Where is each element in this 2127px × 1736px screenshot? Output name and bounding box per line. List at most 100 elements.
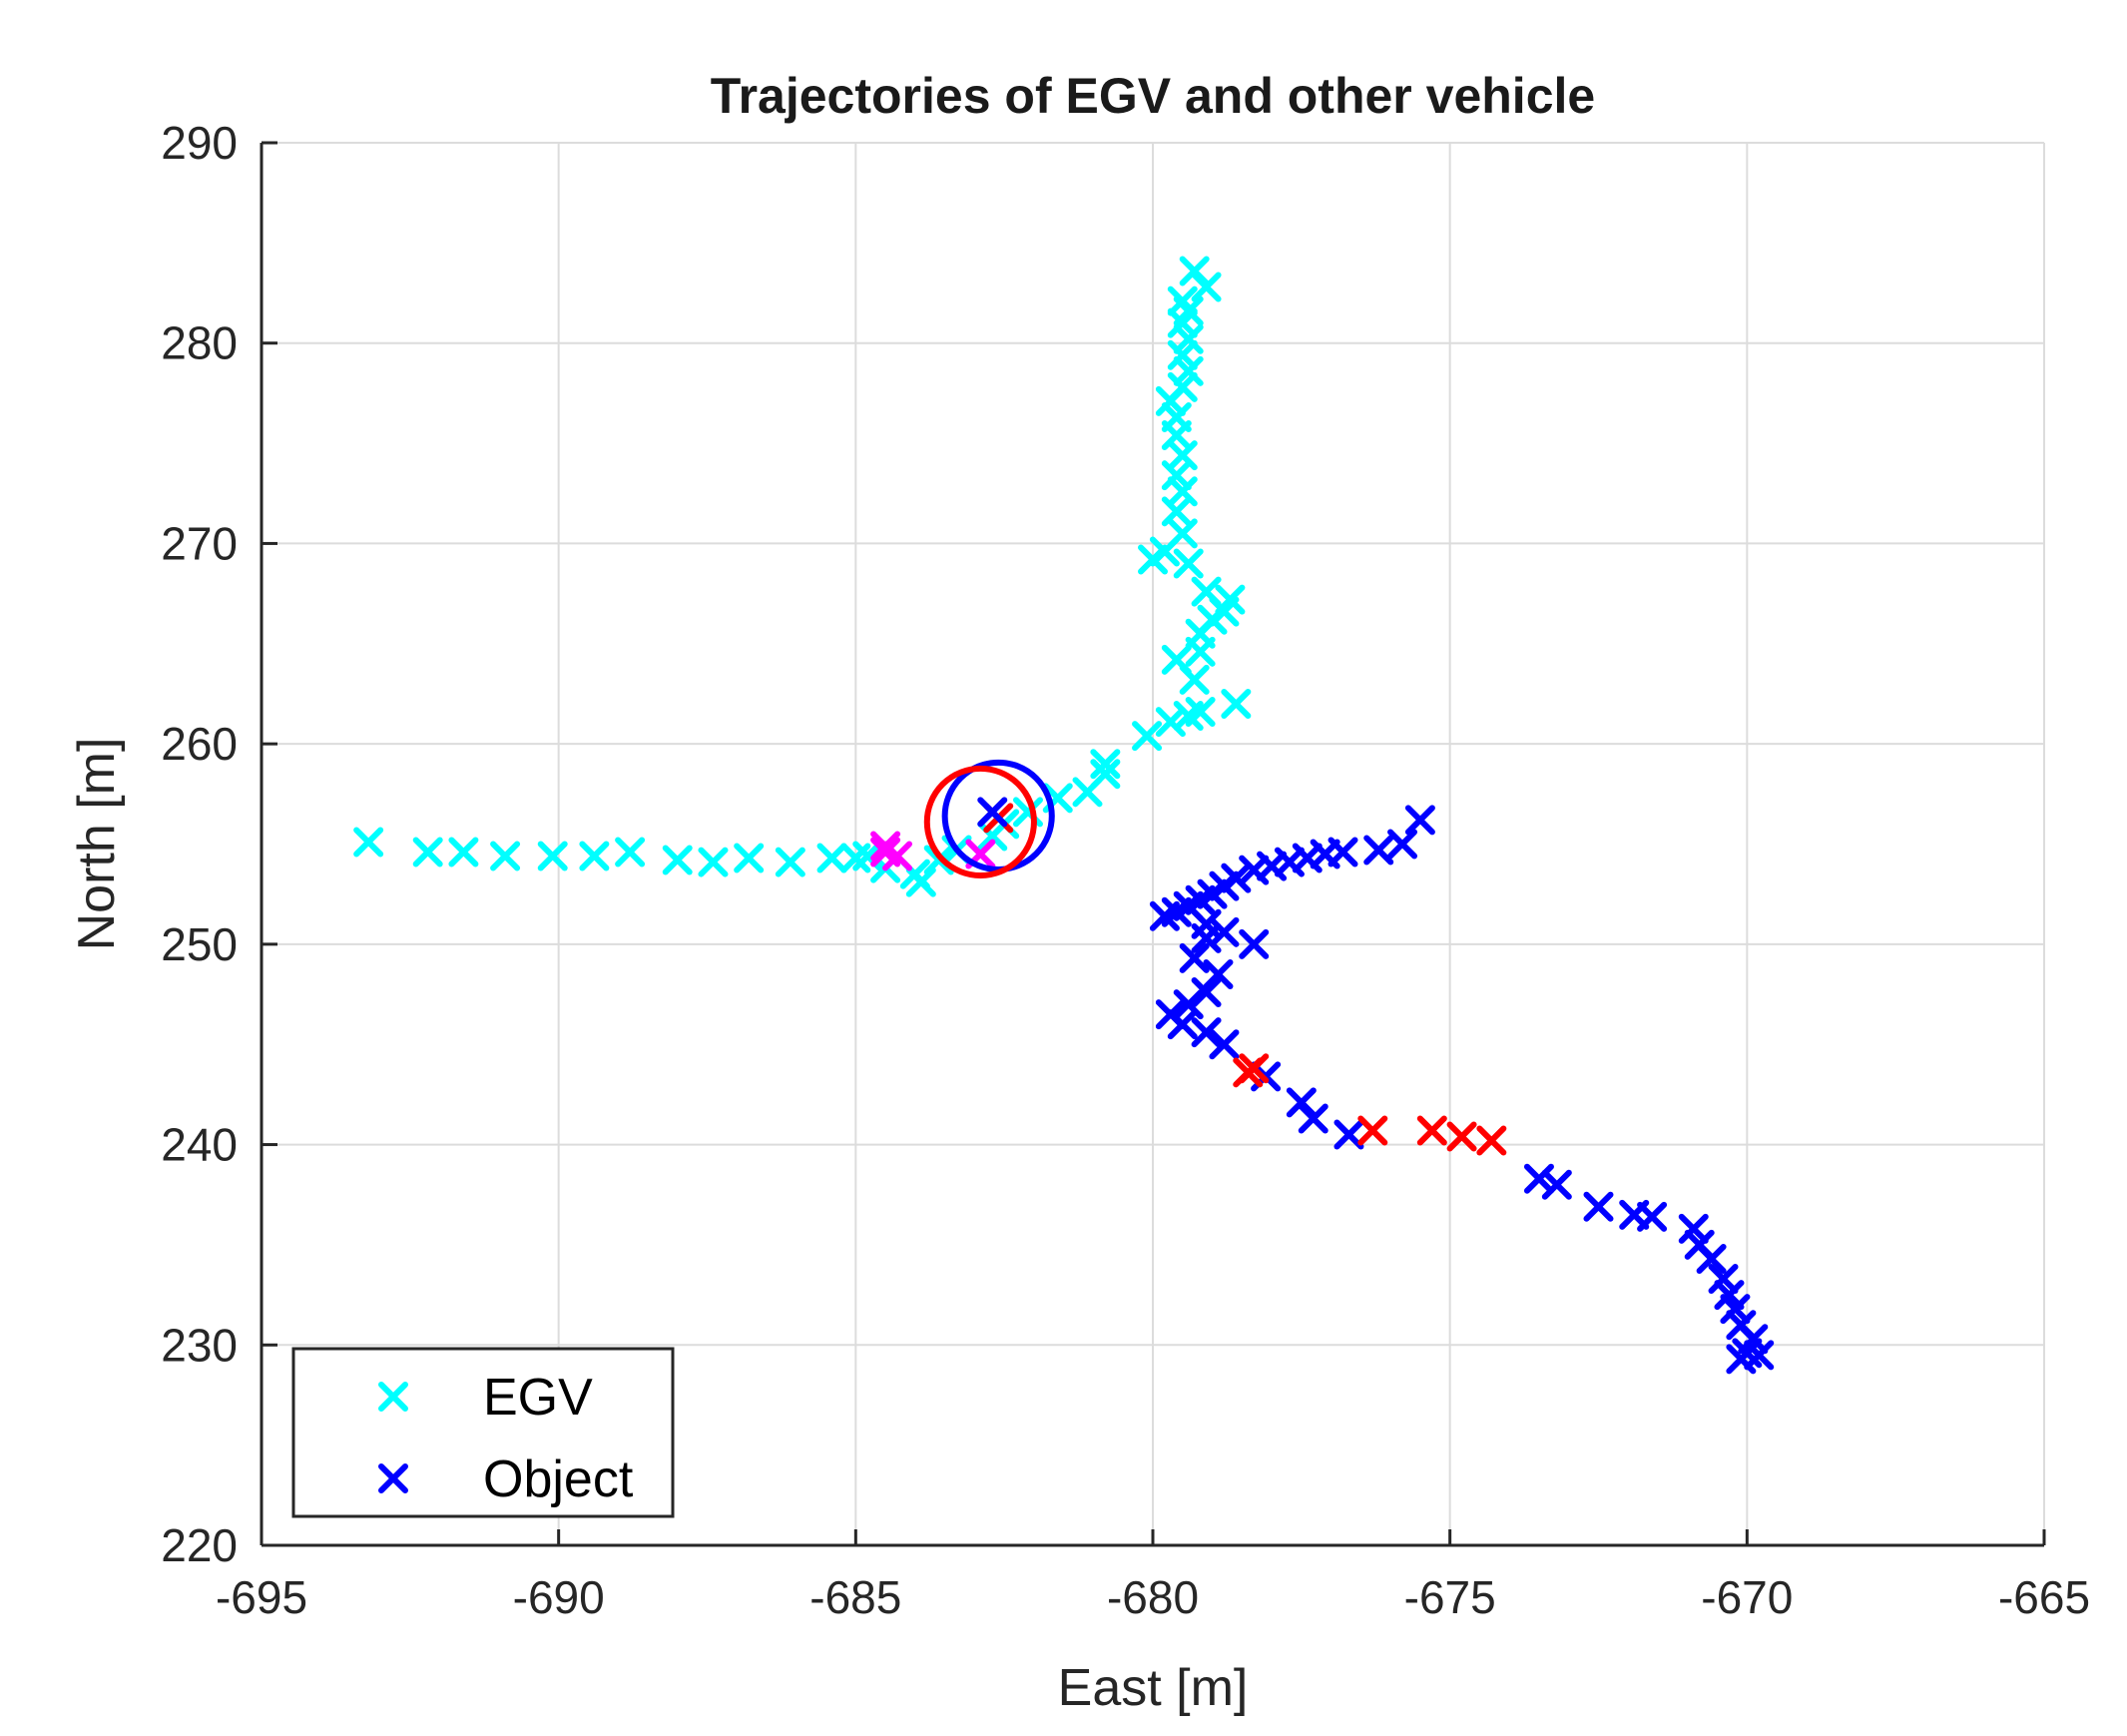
- data-point-object-stroke-b: [1583, 1191, 1614, 1222]
- data-point-highlight-red: [1357, 1115, 1388, 1146]
- axes: [260, 141, 2046, 1547]
- data-point-object: [1203, 958, 1234, 989]
- data-point-egv: [1221, 689, 1252, 719]
- data-point-object: [1209, 1029, 1240, 1060]
- data-point-egv-stroke-b: [816, 843, 847, 873]
- data-point-object: [1239, 928, 1270, 959]
- data-point-egv-stroke-b: [1173, 323, 1204, 354]
- data-point-highlight-red: [1416, 1115, 1447, 1146]
- x-tick-label: -685: [809, 1571, 901, 1623]
- data-point-egv-stroke-b: [775, 847, 805, 877]
- data-point-object: [1387, 829, 1418, 860]
- legend-marker-egv: [378, 1382, 408, 1412]
- y-tick-label: 220: [161, 1519, 238, 1571]
- data-point-object-stroke-b: [1292, 843, 1323, 873]
- data-point-egv: [1215, 584, 1246, 615]
- data-point-egv: [662, 845, 693, 875]
- series-egv: [353, 256, 1252, 897]
- data-point-egv-stroke-b: [1167, 476, 1198, 507]
- data-point-object-stroke-b: [1149, 900, 1180, 931]
- data-point-egv: [490, 841, 521, 871]
- data-point-object-stroke-b: [1726, 1344, 1757, 1375]
- data-point-object: [1541, 1169, 1572, 1200]
- data-point-object-stroke-b: [1239, 928, 1270, 959]
- data-point-egv-stroke-b: [1191, 272, 1222, 302]
- data-point-egv: [1167, 339, 1198, 370]
- data-point-egv: [1090, 759, 1121, 790]
- data-point-object: [1149, 900, 1180, 931]
- data-point-object: [1191, 922, 1222, 953]
- data-point-object: [1583, 1191, 1614, 1222]
- data-point-highlight-red: [1446, 1121, 1477, 1152]
- data-point-egv: [734, 843, 765, 873]
- data-point-egv: [1185, 697, 1216, 728]
- data-point-egv: [1191, 576, 1222, 607]
- data-point-object-stroke-b: [1387, 829, 1418, 860]
- data-point-egv-stroke-b: [353, 827, 384, 858]
- data-point-egv: [1179, 664, 1210, 695]
- data-point-object: [1179, 942, 1210, 973]
- data-point-object: [1720, 1294, 1751, 1325]
- data-point-highlight-red: [1476, 1125, 1507, 1156]
- y-tick-label: 230: [161, 1319, 238, 1371]
- data-point-egv-stroke-b: [1191, 576, 1222, 607]
- data-point-object-stroke-b: [1209, 1029, 1240, 1060]
- data-point-object-stroke-b: [1363, 835, 1394, 866]
- data-point-egv: [1173, 355, 1204, 386]
- data-point-egv: [615, 837, 646, 868]
- legend-marker-egv-stroke-b: [378, 1382, 408, 1412]
- legend-marker-object-stroke-b: [378, 1463, 408, 1493]
- data-point-egv-stroke-b: [537, 841, 568, 871]
- data-point-egv: [1161, 401, 1192, 432]
- data-point-highlight-red-stroke-b: [1416, 1115, 1447, 1146]
- data-point-object-stroke-b: [1541, 1169, 1572, 1200]
- data-point-egv: [1167, 476, 1198, 507]
- data-point-object-stroke-b: [1274, 847, 1305, 877]
- data-point-highlight-red-stroke-b: [1239, 1053, 1270, 1084]
- data-point-object-stroke-b: [1203, 958, 1234, 989]
- y-axis-label: North [m]: [68, 738, 126, 951]
- data-point-egv-stroke-b: [412, 837, 443, 868]
- series-object: [1149, 805, 1775, 1375]
- data-point-egv-stroke-b: [1155, 707, 1186, 738]
- x-tick-label: -695: [216, 1571, 307, 1623]
- data-point-egv-stroke-b: [1161, 496, 1192, 527]
- data-point-egv-stroke-b: [1167, 371, 1198, 402]
- data-point-egv-stroke-b: [1185, 697, 1216, 728]
- data-point-highlight-red-stroke-b: [1446, 1121, 1477, 1152]
- data-point-object: [1298, 1103, 1329, 1134]
- data-point-highlight-red: [1239, 1053, 1270, 1084]
- data-point-egv-stroke-b: [615, 837, 646, 868]
- data-point-egv: [448, 837, 479, 868]
- data-point-object: [1191, 1017, 1222, 1048]
- data-point-egv: [1173, 323, 1204, 354]
- legend-label-object: Object: [483, 1450, 634, 1508]
- y-tick-label: 290: [161, 117, 238, 169]
- data-point-egv: [698, 847, 729, 877]
- tick-labels: -695 -690 -685 -680 -675 -670 -665 220 230 240 250…: [161, 117, 2090, 1623]
- data-point-egv: [1132, 721, 1163, 752]
- data-point-object-stroke-b: [1720, 1294, 1751, 1325]
- data-point-highlight-magenta: [870, 831, 901, 862]
- data-point-egv: [1173, 548, 1204, 579]
- data-point-egv-stroke-b: [1090, 749, 1121, 780]
- legend-box: [291, 1347, 675, 1518]
- data-point-object-stroke-b: [1333, 1119, 1364, 1150]
- data-point-object: [1678, 1213, 1709, 1244]
- red-circle: [923, 765, 1037, 879]
- data-point-highlight-magenta-stroke-b: [870, 831, 901, 862]
- y-tick-label: 250: [161, 918, 238, 970]
- data-point-object: [1404, 805, 1435, 836]
- data-point-object-stroke-b: [1714, 1280, 1745, 1311]
- data-point-object-stroke-b: [1173, 989, 1204, 1020]
- data-point-egv-stroke-b: [1179, 664, 1210, 695]
- data-point-object-stroke-b: [1167, 1009, 1198, 1040]
- data-point-object-stroke-b: [1298, 1103, 1329, 1134]
- data-point-egv-stroke-b: [1167, 339, 1198, 370]
- data-point-egv: [412, 837, 443, 868]
- data-point-egv: [537, 841, 568, 871]
- data-point-egv-stroke-b: [852, 841, 883, 871]
- data-point-object-stroke-b: [1696, 1243, 1727, 1274]
- data-point-egv-stroke-b: [1161, 401, 1192, 432]
